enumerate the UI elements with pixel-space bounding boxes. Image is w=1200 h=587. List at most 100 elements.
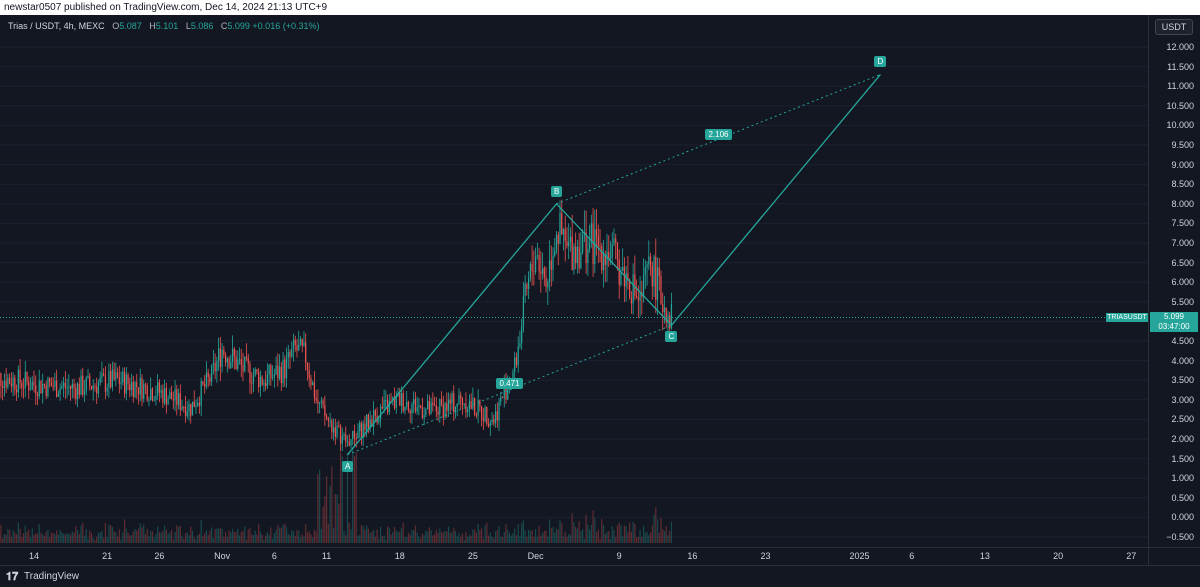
volume-bar: [395, 530, 397, 543]
candle-body: [71, 383, 73, 390]
volume-bar: [12, 530, 14, 543]
time-axis[interactable]: 14 21 26 Nov 6 11 18 25 Dec 9 16 23 2025 6 13 20 27: [0, 547, 1148, 565]
volume-bar: [184, 533, 187, 543]
volume-bar: [42, 534, 44, 543]
candle-body: [430, 402, 432, 414]
candle-body: [507, 387, 509, 400]
candle-body: [226, 358, 228, 363]
candle-body: [616, 242, 619, 260]
candle-body: [306, 362, 309, 370]
volume-bar: [611, 526, 613, 543]
candle-body: [345, 434, 347, 442]
volume-bar: [120, 539, 122, 543]
volume-bar: [451, 532, 453, 543]
volume-bar: [134, 529, 136, 543]
point-b-label[interactable]: B: [551, 185, 563, 197]
volume-bar: [385, 539, 387, 543]
volume-bar: [17, 522, 19, 543]
candle-body: [298, 344, 300, 351]
volume-bar: [644, 532, 646, 543]
volume-bar: [83, 535, 86, 543]
candle-body: [437, 411, 439, 415]
candle-body: [648, 256, 650, 265]
candle-body: [245, 356, 248, 358]
candle-body: [582, 234, 584, 253]
volume-bar: [270, 527, 272, 543]
volume-bar: [359, 534, 361, 543]
footer: 𝟏𝟕 TradingView: [0, 565, 1200, 587]
candle-body: [413, 399, 415, 405]
time-tick: 6: [271, 551, 277, 561]
publish-text: newstar0507 published on TradingView.com…: [4, 2, 328, 13]
volume-bar: [608, 531, 610, 543]
candle-body: [43, 384, 46, 386]
legend-symbol[interactable]: Trias / USDT, 4h, MEXC: [8, 21, 105, 31]
candle-body: [604, 254, 606, 265]
candle-body: [446, 403, 448, 411]
volume-bar: [170, 530, 173, 543]
volume-bar: [637, 536, 639, 543]
candle-body: [663, 307, 666, 313]
candle-body: [427, 401, 429, 410]
candle-body: [480, 406, 483, 419]
volume-bar: [186, 532, 188, 543]
time-tick: 11: [321, 551, 332, 561]
candle-body: [379, 406, 382, 419]
volume-bar: [578, 521, 580, 543]
candle-body: [284, 359, 286, 379]
candle-body: [193, 401, 195, 408]
volume-bar: [223, 536, 225, 543]
candle-body: [218, 348, 220, 361]
legend-open-label: O: [112, 21, 120, 31]
candle-body: [17, 369, 19, 393]
volume-bar: [470, 535, 472, 543]
volume-bar: [40, 532, 42, 543]
candle-body: [99, 377, 101, 383]
volume-bar: [282, 524, 284, 543]
candle-body: [164, 388, 166, 403]
candle-body: [561, 212, 563, 235]
volume-bar: [19, 528, 21, 543]
candle-body: [7, 378, 9, 388]
candle-body: [24, 371, 26, 388]
candle-body: [597, 236, 599, 247]
volume-bar: [292, 531, 295, 543]
volume-bar: [284, 523, 286, 543]
volume-bar: [454, 530, 457, 543]
candle-body: [388, 401, 390, 413]
volume-bar: [165, 529, 167, 543]
volume-bar: [280, 527, 282, 543]
volume-bar: [529, 531, 531, 543]
candle-body: [416, 407, 418, 412]
volume-bar: [266, 532, 268, 543]
currency-label[interactable]: USDT: [1155, 19, 1193, 35]
volume-bar: [555, 528, 558, 543]
point-d-label[interactable]: D: [874, 56, 887, 68]
price-axis[interactable]: USDT 12.000 11.500 11.000 10.500 10.000 9.500…: [1148, 15, 1200, 547]
volume-bar: [595, 532, 598, 543]
volume-bar: [345, 535, 347, 543]
candle-body: [402, 393, 404, 411]
candle-body: [66, 387, 68, 389]
chart-pane[interactable]: Trias / USDT, 4h, MEXC O5.087 H5.101 L5.…: [0, 15, 1148, 547]
volume-bar: [627, 531, 629, 543]
time-tick: Dec: [527, 551, 544, 561]
price-tick: 3.500: [1171, 375, 1194, 386]
candle-body: [378, 418, 380, 423]
volume-bar: [566, 536, 568, 543]
ratio-ac-label[interactable]: 0.471: [496, 378, 523, 389]
volume-bar: [294, 536, 296, 543]
point-c-label[interactable]: C: [665, 331, 678, 343]
candle-body: [420, 405, 422, 408]
tradingview-logo-icon: 𝟏𝟕: [6, 571, 19, 583]
time-tick: 18: [394, 551, 405, 561]
volume-bar: [258, 524, 260, 543]
candle-body: [622, 266, 624, 271]
candle-body: [519, 343, 521, 347]
ratio-bd-label[interactable]: 2.106: [705, 129, 732, 141]
volume-bar: [576, 528, 579, 543]
point-a-label[interactable]: A: [342, 460, 354, 472]
volume-bar: [339, 452, 342, 543]
volume-bar: [575, 526, 577, 543]
candlestick-chart[interactable]: [0, 15, 1148, 547]
